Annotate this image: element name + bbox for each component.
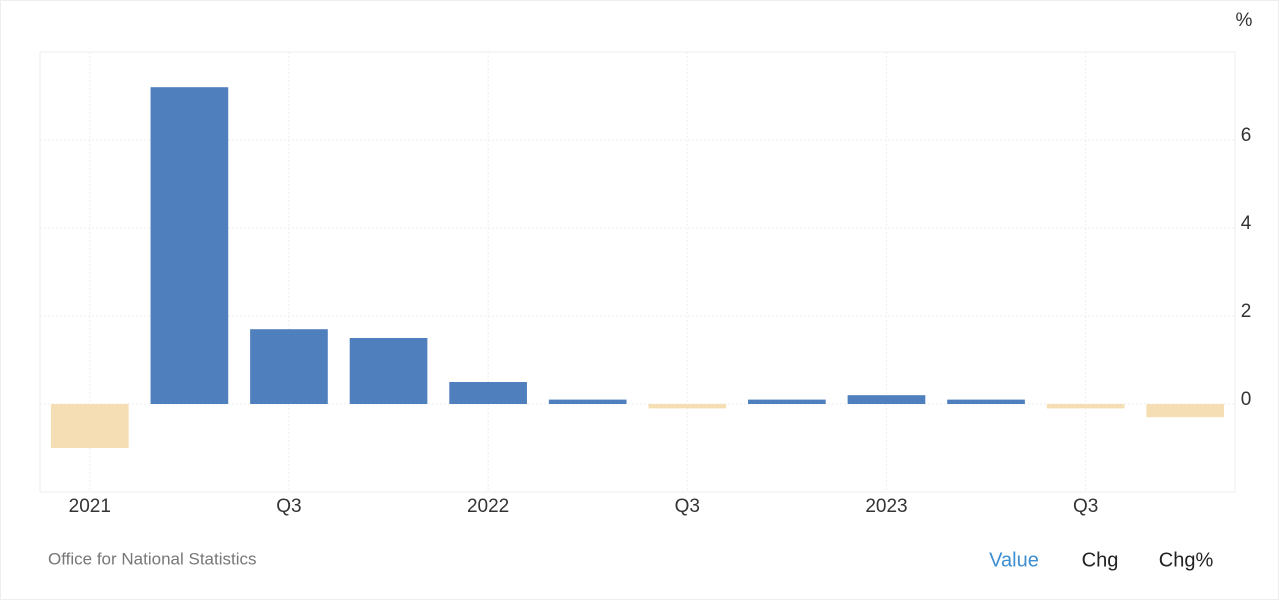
toggle-button[interactable]: Chg bbox=[1082, 549, 1119, 571]
bar bbox=[947, 399, 1025, 404]
unit-label: % bbox=[1236, 10, 1253, 31]
bar bbox=[250, 329, 328, 404]
x-tick-label: Q3 bbox=[675, 496, 700, 517]
bar bbox=[449, 382, 527, 404]
bar bbox=[50, 404, 129, 448]
toggle-button[interactable]: Chg% bbox=[1159, 549, 1214, 571]
bar bbox=[648, 404, 727, 409]
bar bbox=[1046, 404, 1125, 409]
x-tick-label: Q3 bbox=[276, 496, 301, 517]
y-tick-label: 4 bbox=[1241, 213, 1252, 234]
bar bbox=[847, 395, 926, 404]
y-tick-label: 2 bbox=[1241, 301, 1252, 322]
bar bbox=[748, 399, 826, 404]
y-tick-label: 6 bbox=[1241, 125, 1252, 146]
x-tick-label: 2021 bbox=[69, 496, 111, 517]
toggle-button[interactable]: Value bbox=[989, 549, 1039, 571]
bar bbox=[150, 87, 229, 404]
x-tick-label: 2022 bbox=[467, 496, 509, 517]
x-tick-label: 2023 bbox=[865, 496, 907, 517]
bar bbox=[548, 399, 627, 404]
y-tick-label: 0 bbox=[1241, 389, 1252, 410]
bar bbox=[349, 338, 428, 404]
plot-area bbox=[39, 51, 1236, 493]
x-tick-label: Q3 bbox=[1073, 496, 1098, 517]
source: Office for National Statistics bbox=[48, 549, 257, 568]
bar bbox=[1146, 404, 1225, 418]
